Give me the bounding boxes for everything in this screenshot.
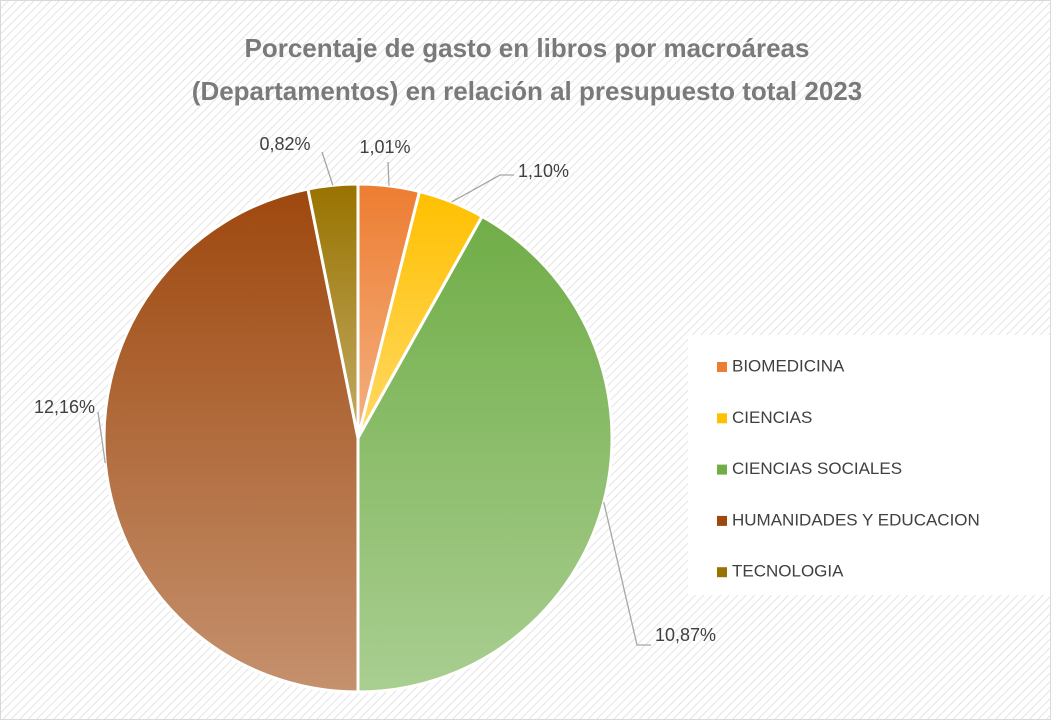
pie-slice xyxy=(102,187,360,694)
leader-line xyxy=(387,161,390,186)
legend-swatch xyxy=(717,413,727,424)
legend-swatch xyxy=(717,464,727,475)
data-label: 1,01% xyxy=(359,137,410,157)
legend-label: BIOMEDICINA xyxy=(732,356,845,375)
legend-label: CIENCIAS SOCIALES xyxy=(732,459,902,478)
legend-label: HUMANIDADES Y EDUCACION xyxy=(732,510,980,529)
legend-label: CIENCIAS xyxy=(732,408,812,427)
leader-line xyxy=(321,151,334,186)
legend-label: TECNOLOGIA xyxy=(732,562,844,581)
chart-title: Porcentaje de gasto en libros por macroá… xyxy=(245,33,810,63)
legend-swatch xyxy=(717,515,727,526)
legend-swatch xyxy=(717,567,727,578)
data-label: 0,82% xyxy=(259,134,310,154)
pie-slice xyxy=(356,214,614,694)
leader-line xyxy=(603,502,651,646)
data-label: 1,10% xyxy=(518,161,569,181)
data-label: 12,16% xyxy=(34,397,95,417)
legend-swatch xyxy=(717,362,727,372)
pie-slice xyxy=(306,182,360,439)
legend-box xyxy=(688,335,1050,595)
leader-line xyxy=(97,411,106,464)
leader-line xyxy=(451,174,514,203)
data-label: 10,87% xyxy=(655,625,716,645)
chart-title: (Departamentos) en relación al presupues… xyxy=(192,76,862,106)
